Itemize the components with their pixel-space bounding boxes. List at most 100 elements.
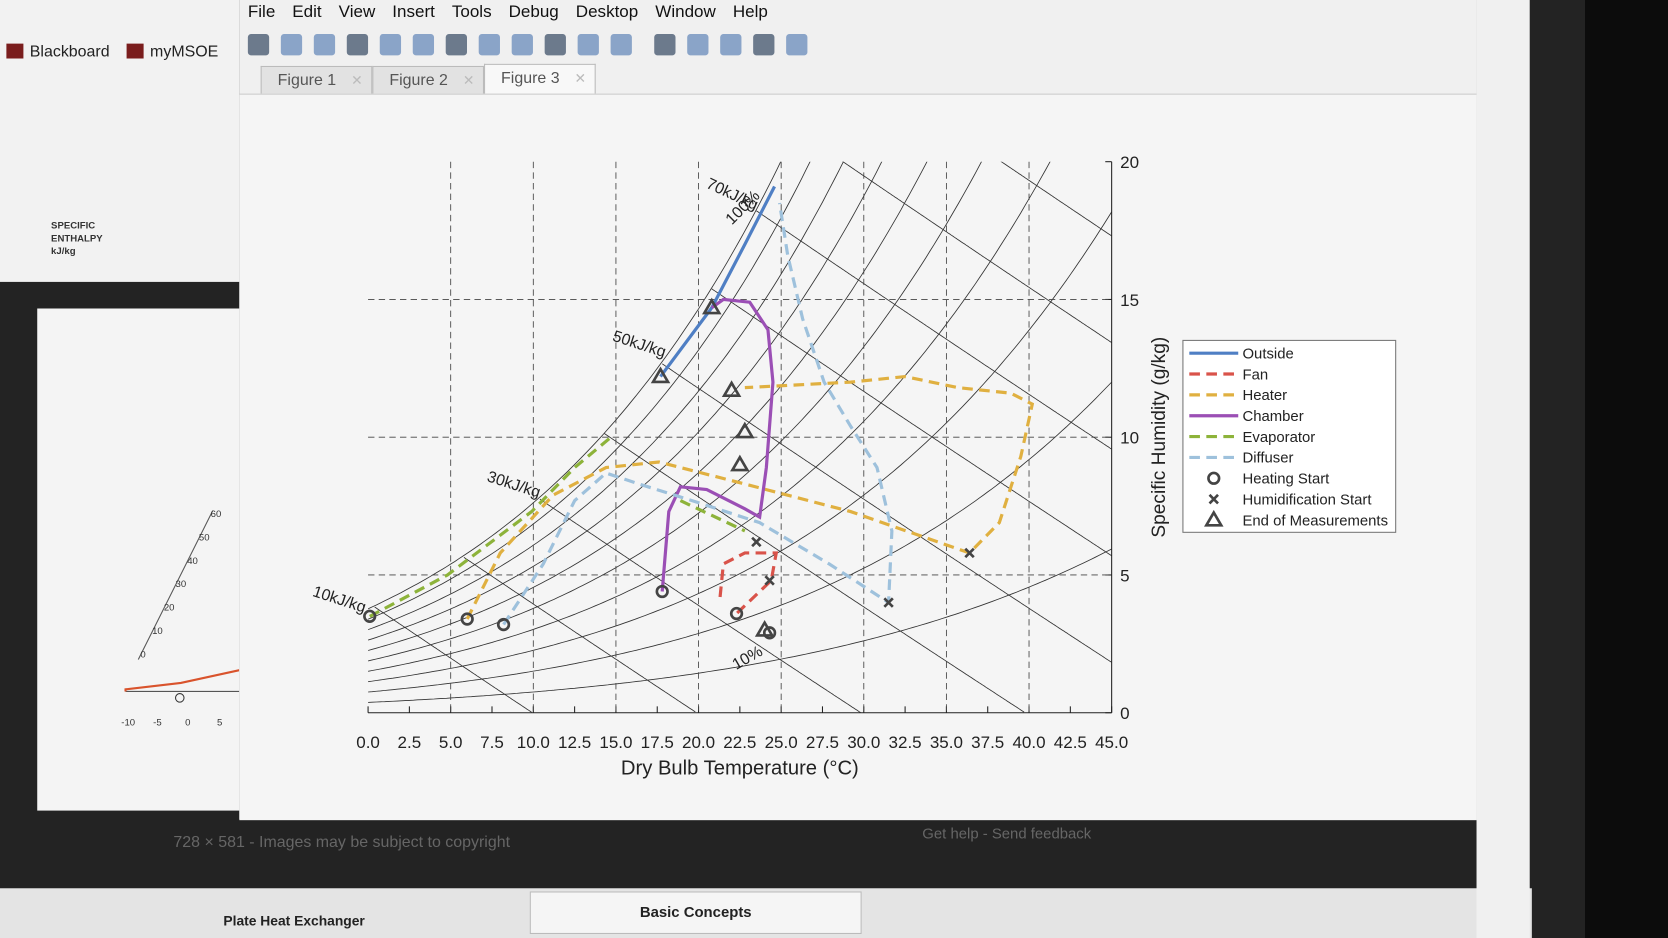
toolbar-icon[interactable]	[280, 34, 303, 56]
series-line	[718, 551, 779, 615]
bottom-box: Basic Concepts	[529, 891, 862, 934]
thumbnail-tick: 40	[187, 556, 198, 567]
menu-item[interactable]: Desktop	[575, 3, 639, 22]
series-line	[369, 435, 746, 618]
x-tick-label: 17.5	[641, 733, 674, 752]
y-tick-label: 5	[1120, 566, 1129, 585]
marker	[729, 606, 744, 621]
series-line	[660, 297, 775, 592]
toolbar-icon[interactable]	[654, 34, 676, 56]
thumbnail-tick: 0	[185, 717, 190, 728]
marker	[650, 366, 671, 384]
x-tick-label: 2.5	[398, 733, 422, 752]
annotation: 30kJ/kg	[485, 468, 543, 501]
x-axis-label: Dry Bulb Temperature (°C)	[621, 757, 859, 779]
thumbnail-title: SPECIFIC ENTHALPY kJ/kg	[51, 220, 103, 257]
legend-label: Humidification Start	[1242, 492, 1372, 508]
marker	[460, 612, 474, 626]
legend-marker	[1207, 471, 1221, 485]
marker	[764, 575, 775, 586]
toolbar-icon[interactable]	[511, 34, 533, 56]
enthalpy-line	[604, 433, 1025, 713]
legend-label: End of Measurements	[1242, 513, 1388, 529]
toolbar-icon[interactable]	[478, 34, 500, 56]
menu-item[interactable]: Help	[732, 3, 768, 22]
tab[interactable]: Figure 2	[372, 65, 485, 94]
annotation: 10%	[730, 643, 766, 674]
toolbar-icon[interactable]	[544, 34, 566, 56]
menu-item[interactable]: Window	[655, 3, 716, 22]
marker	[964, 547, 975, 559]
legend-marker	[1204, 509, 1224, 527]
enthalpy-line	[756, 210, 1112, 450]
thumbnail-tick: 50	[199, 532, 210, 543]
toolbar-icon[interactable]	[753, 34, 775, 56]
menu-item[interactable]: Insert	[392, 3, 435, 22]
toolbar-icon[interactable]	[720, 34, 742, 56]
marker	[655, 584, 669, 599]
rh-curve	[368, 161, 811, 620]
menu-item[interactable]: File	[247, 3, 276, 22]
side-panel	[1476, 0, 1530, 938]
y-tick-label: 0	[1120, 704, 1129, 723]
marker	[754, 619, 775, 637]
thumbnail-tick: 10	[152, 626, 163, 637]
toolbar	[247, 34, 808, 56]
toolbar-icon[interactable]	[247, 34, 270, 56]
rh-curve	[368, 548, 1112, 703]
x-tick-label: 35.0	[930, 733, 963, 752]
toolbar-icon[interactable]	[687, 34, 709, 56]
x-tick-label: 32.5	[889, 733, 922, 752]
x-tick-label: 30.0	[847, 733, 880, 752]
toolbar-icon[interactable]	[445, 34, 467, 56]
legend-label: Heater	[1242, 388, 1287, 404]
x-tick-label: 0.0	[356, 733, 380, 752]
y-tick-label: 20	[1120, 153, 1139, 172]
enthalpy-line	[463, 556, 696, 713]
marker	[883, 597, 894, 608]
x-tick-label: 10.0	[517, 733, 550, 752]
tab[interactable]: Figure 1	[260, 65, 373, 94]
help-links[interactable]: Get help - Send feedback	[922, 824, 1092, 842]
toolbar-icon[interactable]	[610, 34, 632, 56]
marker	[702, 297, 722, 315]
thumbnail-tick: -5	[153, 717, 162, 728]
tab[interactable]: Figure 3	[484, 63, 596, 96]
x-tick-label: 40.0	[1012, 733, 1045, 752]
image-note: 728 × 581 - Images may be subject to cop…	[173, 832, 511, 852]
menu-item[interactable]: Debug	[508, 3, 559, 22]
toolbar-icon[interactable]	[412, 34, 435, 56]
menu-item[interactable]: Edit	[292, 3, 322, 22]
bookmark[interactable]: Blackboard	[6, 42, 110, 60]
rh-curve	[368, 161, 782, 610]
series-line	[465, 374, 1035, 620]
x-tick-label: 37.5	[971, 733, 1004, 752]
toolbar-icon[interactable]	[786, 34, 808, 56]
toolbar-icon[interactable]	[379, 34, 402, 56]
toolbar-icon[interactable]	[313, 34, 336, 56]
document-page	[37, 308, 240, 811]
y-axis-label: Specific Humidity (g/kg)	[1149, 337, 1170, 538]
toolbar-icon[interactable]	[346, 34, 369, 56]
bookmark[interactable]: myMSOE	[127, 42, 218, 60]
x-tick-label: 45.0	[1095, 733, 1128, 752]
thumbnail-tick: 5	[217, 717, 222, 728]
x-tick-label: 12.5	[558, 733, 591, 752]
marker	[762, 626, 777, 640]
thumbnail-tick: 20	[164, 603, 175, 614]
enthalpy-line	[374, 606, 532, 713]
x-tick-label: 27.5	[806, 733, 839, 752]
thumbnail-chart: 60 50 40 30 20 10 0 -10 -5 0 5	[121, 509, 240, 728]
rh-curve	[368, 161, 1051, 672]
menu-item[interactable]: View	[338, 3, 376, 22]
monitor-edge	[1585, 0, 1668, 938]
marker	[496, 617, 511, 632]
menu-item[interactable]: Tools	[451, 3, 492, 22]
bookmarks-bar: Blackboard myMSOE	[0, 38, 246, 64]
marker	[751, 536, 762, 548]
thumbnail-axis	[137, 510, 214, 660]
toolbar-icon[interactable]	[577, 34, 599, 56]
legend-label: Diffuser	[1242, 451, 1293, 467]
